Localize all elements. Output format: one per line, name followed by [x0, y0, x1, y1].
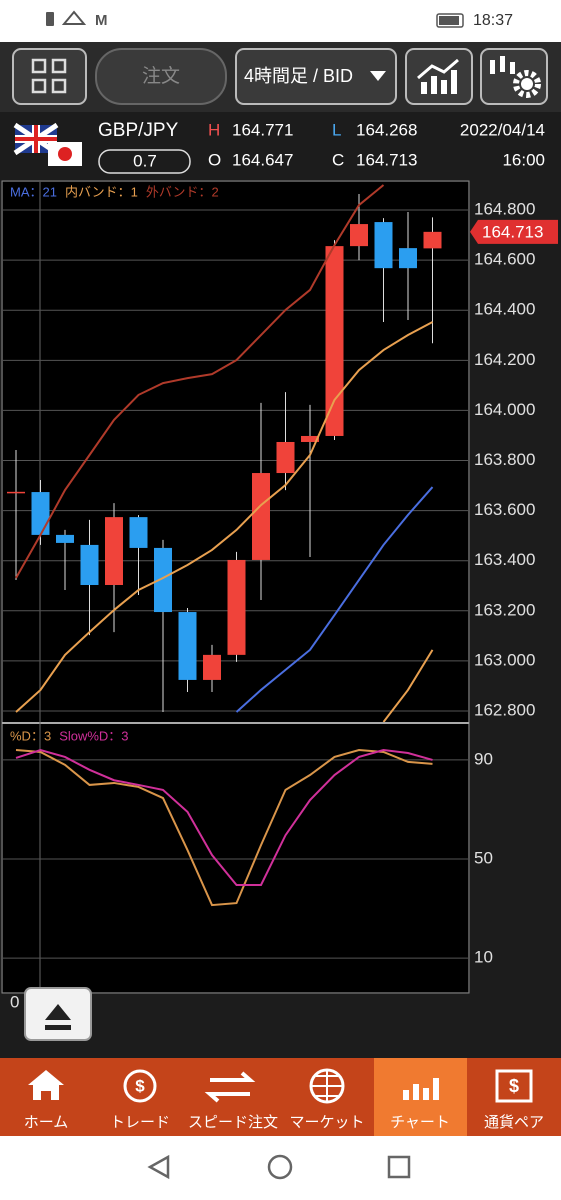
corner-label: 0 — [10, 992, 19, 1011]
high-value: 164.771 — [232, 120, 293, 139]
y-tick-label: 90 — [474, 749, 493, 768]
recents-button[interactable] — [387, 1155, 411, 1179]
legend-entry: 外バンド：2 — [146, 184, 219, 199]
legend-entry: %D：3 — [10, 728, 51, 743]
nav-label[interactable]: トレード — [110, 1114, 170, 1131]
y-tick-label: 163.200 — [474, 600, 535, 619]
status-bar — [0, 0, 561, 42]
y-tick-label: 50 — [474, 848, 493, 867]
indicator-line — [15, 184, 385, 579]
collapse-button[interactable] — [24, 987, 92, 1041]
price-badge — [470, 219, 558, 244]
menu-button[interactable] — [12, 48, 87, 105]
pair: GBP/JPY — [98, 120, 179, 141]
nav-label[interactable]: チャート — [390, 1114, 450, 1131]
chart-frame — [1, 180, 470, 994]
indicator-line — [15, 321, 433, 713]
svg-text:$: $ — [509, 1076, 519, 1096]
y-tick-label: 164.000 — [474, 400, 535, 419]
candle-body — [374, 222, 393, 269]
system-nav — [0, 1136, 561, 1200]
candle-body — [301, 435, 319, 442]
legend-entry: 内バンド：1 — [65, 184, 138, 199]
candle-body — [7, 491, 25, 494]
flag-jp — [48, 142, 82, 166]
y-tick-label: 164.600 — [474, 250, 535, 269]
stoch-lines — [15, 748, 433, 907]
candle-body — [80, 544, 99, 585]
spread: 0.7 — [133, 151, 157, 170]
low-label: L — [332, 120, 341, 139]
candle-body — [56, 534, 74, 543]
y-tick-label: 163.000 — [474, 650, 535, 669]
y-tick-label: 164.800 — [474, 200, 535, 219]
stoch-line — [15, 748, 433, 886]
back-button[interactable] — [147, 1154, 170, 1180]
indicator-line-lower — [382, 649, 434, 722]
nav-label[interactable]: 通貨ペア — [484, 1114, 544, 1131]
y-tick-label: 163.800 — [474, 450, 535, 469]
price-badge-label: 164.713 — [482, 222, 543, 241]
quote-header — [0, 112, 561, 180]
status-time: 18:37 — [473, 12, 513, 29]
candle-body — [129, 517, 148, 548]
candle-body — [227, 559, 246, 655]
candle-body — [105, 517, 123, 585]
close-label: C — [332, 150, 344, 169]
open-value: 164.647 — [232, 150, 293, 169]
open-label: O — [208, 150, 221, 169]
timeframe-button[interactable]: 4時間足 / BID — [235, 48, 397, 105]
order-button[interactable]: 注文 — [95, 48, 227, 105]
high-label: H — [208, 120, 220, 139]
y-tick-label: 163.600 — [474, 500, 535, 519]
candle-body — [423, 231, 442, 249]
y-tick-label: 162.800 — [474, 700, 535, 719]
candle-body — [31, 492, 50, 535]
date: 2022/04/14 — [460, 120, 545, 139]
settings-button[interactable] — [480, 48, 548, 105]
candle-body — [203, 654, 221, 680]
close-value: 164.713 — [356, 150, 417, 169]
candle-body — [178, 612, 197, 680]
status-icons: M — [46, 10, 464, 29]
low-value: 164.268 — [356, 120, 417, 139]
svg-text:$: $ — [135, 1076, 145, 1095]
candle-body — [154, 547, 172, 613]
y-tick-label: 164.200 — [474, 350, 535, 369]
nav-labels: ホーム トレード スピード注文 マーケット チャート 通貨ペア — [24, 1114, 544, 1131]
indicator-line — [235, 486, 434, 713]
candle-body — [399, 248, 417, 269]
svg-text:M: M — [95, 12, 108, 29]
y-tick-label: 10 — [474, 948, 493, 967]
stoch-panel — [3, 724, 468, 992]
y-tick-label: 163.400 — [474, 550, 535, 569]
price-layer: 164.800 164.600 164.400 164.200 164.000 163.8… — [3, 184, 558, 719]
time: 16:00 — [502, 150, 545, 169]
timeframe-label: 4時間足 / BID — [244, 66, 353, 86]
candle-body — [325, 246, 344, 436]
bottom-nav — [0, 1058, 561, 1136]
nav-label[interactable]: ホーム — [24, 1114, 69, 1131]
y-tick-label: 164.400 — [474, 300, 535, 319]
nav-icons: $ $ — [28, 1068, 533, 1104]
legend-entry: Slow%D：3 — [59, 728, 128, 743]
stoch-line — [15, 748, 433, 907]
spread-box — [98, 149, 191, 174]
stoch-layer: 90 50 10 %D：3 Slow%D：3 0 — [3, 728, 493, 1011]
nav-active — [374, 1058, 467, 1136]
nav-label[interactable]: スピード注文 — [188, 1114, 278, 1131]
nav-label[interactable]: マーケット — [289, 1114, 364, 1131]
legend-entry: MA：21 — [10, 184, 57, 199]
price-lines — [15, 184, 434, 722]
home-button[interactable] — [267, 1154, 293, 1180]
candle-body — [252, 473, 270, 560]
candle-body — [276, 441, 295, 474]
order-label: 注文 — [142, 65, 180, 87]
chart-type-button[interactable] — [405, 48, 473, 105]
candle-body — [350, 224, 368, 247]
